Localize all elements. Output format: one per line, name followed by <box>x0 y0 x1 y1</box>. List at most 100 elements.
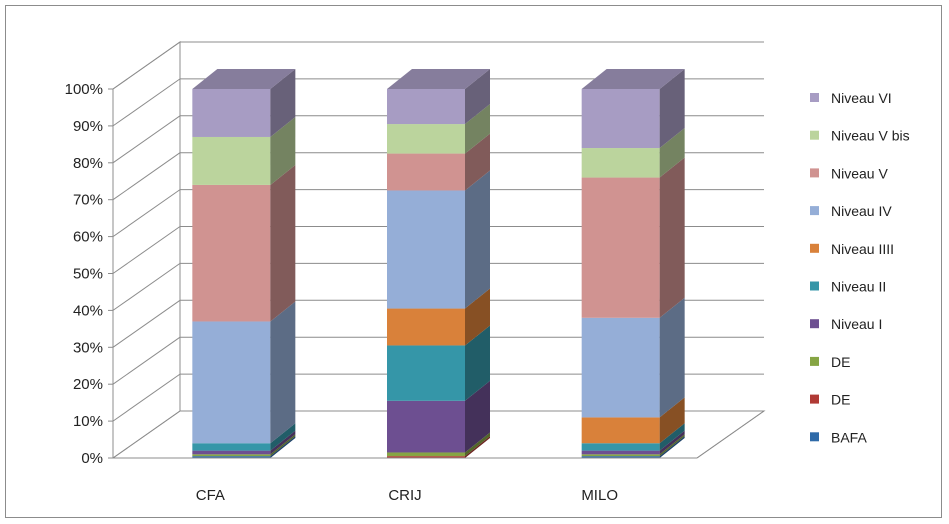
bar-segment-side <box>659 423 685 451</box>
gridline-side <box>112 78 181 127</box>
bar-segment <box>192 443 271 451</box>
y-tick-label: 40% <box>73 302 103 319</box>
bar-top <box>192 69 296 89</box>
legend-swatch <box>810 168 819 178</box>
bar-segment <box>387 400 465 453</box>
bar-segment <box>192 456 271 458</box>
x-axis: CFA CRIJ MILO <box>113 410 765 504</box>
legend-swatch <box>810 319 819 329</box>
side-wall <box>112 41 181 411</box>
bar-segment-side <box>659 69 685 149</box>
legend-swatch <box>810 356 819 366</box>
legend-label: Niveau I <box>831 316 882 332</box>
y-tick-label: 50% <box>73 266 103 283</box>
y-tick-label: 100% <box>65 81 103 98</box>
bar-segment <box>581 177 660 318</box>
bar-segment <box>581 148 660 178</box>
bar-segment-side <box>465 133 490 191</box>
gridline-side <box>112 189 181 238</box>
bar-segment <box>192 454 271 457</box>
legend-swatch <box>810 206 819 216</box>
bars <box>192 69 685 458</box>
bar-segment-side <box>465 69 490 125</box>
bar-segment <box>387 452 465 457</box>
bar-segment-side <box>659 434 685 457</box>
y-tick-label: 70% <box>73 192 103 209</box>
bar-segment <box>581 450 660 455</box>
x-category-label: MILO <box>581 487 618 504</box>
bar-segment-side <box>659 128 685 178</box>
x-category-label: CFA <box>196 487 225 504</box>
bar-segment <box>192 89 271 137</box>
bar-segment <box>387 345 465 401</box>
bar-segment-side <box>465 170 490 309</box>
bar-top <box>387 69 490 89</box>
legend-swatch <box>810 93 819 102</box>
bar-segment-side <box>465 380 490 453</box>
bar-segment-side <box>659 430 685 455</box>
bar-segment <box>581 89 660 149</box>
bar-segment <box>387 124 465 154</box>
gridline-side <box>112 152 181 201</box>
bar-segment-side <box>465 104 490 154</box>
bar-segment <box>581 456 660 458</box>
bar-segment-side <box>270 434 296 457</box>
bar-group-milo <box>581 69 685 458</box>
bar-segment <box>581 317 660 418</box>
floor-edge <box>696 410 765 459</box>
bar-segment-side <box>659 397 685 444</box>
legend-label: Niveau IV <box>831 203 892 219</box>
bar-group-cfa <box>192 69 296 458</box>
bar-segment <box>387 190 465 309</box>
gridline-side <box>112 336 181 385</box>
legend-label: Niveau V <box>831 165 888 181</box>
bar-segment-side <box>270 423 296 451</box>
bar-top <box>581 69 685 89</box>
legend-label: DE <box>831 392 850 408</box>
bar-segment-side <box>270 430 296 455</box>
bar-segment <box>387 153 465 191</box>
y-tick-label: 60% <box>73 229 103 246</box>
bar-segment-side <box>270 436 296 458</box>
bar-group-crij <box>387 69 490 458</box>
y-tick-label: 80% <box>73 155 103 172</box>
legend-label: Niveau II <box>831 279 886 295</box>
bar-segment <box>387 308 465 346</box>
legend-swatch <box>810 281 819 291</box>
gridline-side <box>112 262 181 311</box>
legend-label: Niveau VI <box>831 90 892 106</box>
bar-segment-side <box>659 436 685 458</box>
bar-segment-side <box>465 325 490 401</box>
bar-segment <box>192 450 271 455</box>
bar-segment <box>387 89 465 125</box>
legend-swatch <box>810 130 819 140</box>
gridline-side <box>112 410 181 459</box>
legend-label: DE <box>831 354 850 370</box>
legend-label: BAFA <box>831 429 867 445</box>
gridline-side <box>112 373 181 422</box>
bar-segment-side <box>659 297 685 418</box>
gridline-side <box>112 115 181 164</box>
bar-segment-side <box>270 301 296 444</box>
bar-segment-side <box>465 432 490 457</box>
y-tick-label: 20% <box>73 376 103 393</box>
bar-segment <box>581 443 660 451</box>
gridline-side <box>112 299 181 348</box>
y-tick-label: 10% <box>73 413 103 430</box>
bar-segment <box>192 184 271 322</box>
bar-segment <box>581 454 660 457</box>
x-category-label: CRIJ <box>388 487 421 504</box>
y-tick-label: 30% <box>73 339 103 356</box>
gridline-side <box>112 226 181 274</box>
bar-segment-side <box>465 436 490 458</box>
y-tick-label: 0% <box>81 450 103 467</box>
legend: Niveau VI Niveau V bis Niveau V Niveau IV Ni… <box>810 90 910 445</box>
bar-segment <box>192 136 271 185</box>
bar-segment <box>581 417 660 444</box>
legend-swatch <box>810 394 819 404</box>
bar-segment-side <box>659 157 685 318</box>
gridline-side <box>112 41 181 90</box>
bar-segment <box>192 321 271 444</box>
y-tick-label: 90% <box>73 118 103 135</box>
